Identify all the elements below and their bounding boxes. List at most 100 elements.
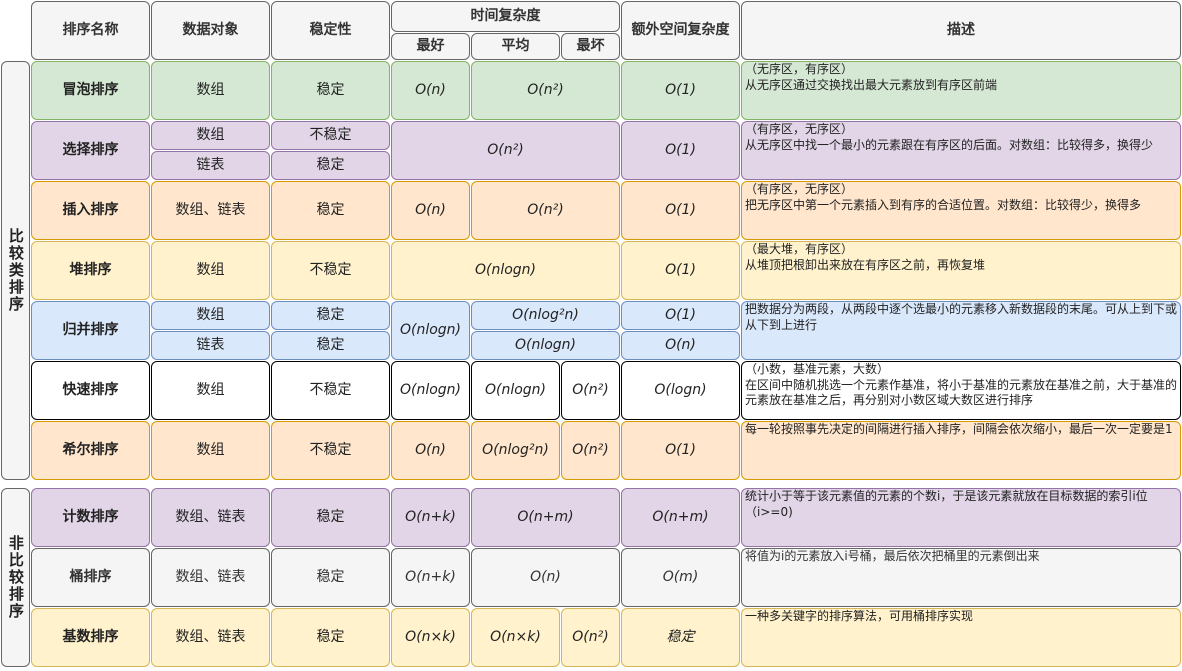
algorithm-name: 插入排序: [31, 181, 150, 240]
description: 每一轮按照事先决定的间隔进行插入排序，间隔会依次缩小，最后一次一定要是1: [741, 421, 1181, 480]
space-complexity: O(n+m): [621, 488, 740, 547]
description-line: （小数，基准元素，大数）: [745, 362, 890, 376]
description: 把数据分为两段，从两段中逐个选最小的元素移入新数据段的末尾。可从上到下或从下到上…: [741, 301, 1181, 360]
algorithm-name: 桶排序: [31, 548, 150, 607]
stability: 不稳定: [271, 421, 390, 480]
group-non-comparison: 非比较排序: [1, 488, 30, 667]
description: 统计小于等于该元素值的元素的个数i，于是该元素就放在目标数据的索引i位（i>=0…: [741, 488, 1181, 547]
data-object: 数组、链表: [151, 548, 270, 607]
best-complexity: O(n+k): [391, 488, 470, 547]
space-complexity: O(n): [621, 331, 740, 360]
best-complexity: O(nlogn): [391, 301, 470, 360]
best-complexity: O(n): [391, 421, 470, 480]
best-complexity: O(nlogn): [391, 361, 470, 420]
description: （有序区，无序区） 把无序区中第一个元素插入到有序的合适位置。对数组：比较得少，换…: [741, 181, 1181, 240]
stability: 不稳定: [271, 241, 390, 300]
description-line: 在区间中随机挑选一个元素作基准，将小于基准的元素放在基准之前，大于基准的元素放在…: [745, 377, 1178, 408]
stability: 不稳定: [271, 121, 390, 150]
data-object: 数组: [151, 61, 270, 120]
data-object: 数组: [151, 301, 270, 330]
avg-worst-complexity: O(n²): [471, 181, 620, 240]
space-complexity: 稳定: [621, 608, 740, 667]
algorithm-name: 选择排序: [31, 121, 150, 180]
stability: 稳定: [271, 301, 390, 330]
space-complexity: O(1): [621, 421, 740, 480]
header-worst: 最坏: [561, 33, 620, 60]
best-complexity: O(n×k): [391, 608, 470, 667]
data-object: 链表: [151, 151, 270, 180]
description: （最大堆，有序区） 从堆顶把根卸出来放在有序区之前，再恢复堆: [741, 241, 1181, 300]
description: （小数，基准元素，大数） 在区间中随机挑选一个元素作基准，将小于基准的元素放在基准…: [741, 361, 1181, 420]
avg-worst-complexity: O(n²): [471, 61, 620, 120]
description-line: （有序区，无序区）: [745, 182, 854, 196]
avg-complexity: O(nlog²n): [471, 421, 560, 480]
stability: 稳定: [271, 488, 390, 547]
data-object: 数组: [151, 121, 270, 150]
description-line: 把数据分为两段，从两段中逐个选最小的元素移入新数据段的末尾。可从上到下或从下到上…: [745, 302, 1178, 332]
stability: 稳定: [271, 608, 390, 667]
description-line: 每一轮按照事先决定的间隔进行插入排序，间隔会依次缩小，最后一次一定要是1: [745, 422, 1173, 436]
algorithm-name: 快速排序: [31, 361, 150, 420]
description-line: 从无序区中找一个最小的元素跟在有序区的后面。对数组：比较得多，换得少: [745, 137, 1154, 152]
header-space: 额外空间复杂度: [621, 1, 740, 60]
description-line: 统计小于等于该元素值的元素的个数i，于是该元素就放在目标数据的索引i位（i>=0…: [745, 489, 1148, 519]
best-complexity: O(n+k): [391, 548, 470, 607]
avg-worst-complexity: O(nlog²n): [471, 301, 620, 330]
header-name: 排序名称: [31, 1, 150, 60]
stability: 稳定: [271, 61, 390, 120]
worst-complexity: O(n²): [561, 361, 620, 420]
header-best: 最好: [391, 33, 470, 60]
description: 一种多关键字的排序算法，可用桶排序实现: [741, 608, 1181, 667]
header-avg: 平均: [471, 33, 560, 60]
header-desc: 描述: [741, 1, 1181, 60]
group-comparison: 比较类排序: [1, 61, 30, 480]
stability: 稳定: [271, 331, 390, 360]
algorithm-name: 基数排序: [31, 608, 150, 667]
avg-worst-complexity: O(nlogn): [471, 331, 620, 360]
description-line: （无序区，有序区）: [745, 62, 854, 76]
algorithm-name: 希尔排序: [31, 421, 150, 480]
time-complexity: O(n²): [391, 121, 620, 180]
description-line: （有序区，无序区）: [745, 122, 854, 136]
header-time: 时间复杂度: [391, 1, 620, 32]
stability: 稳定: [271, 151, 390, 180]
algorithm-name: 计数排序: [31, 488, 150, 547]
stability: 稳定: [271, 181, 390, 240]
stability: 不稳定: [271, 361, 390, 420]
space-complexity: O(logn): [621, 361, 740, 420]
data-object: 链表: [151, 331, 270, 360]
best-complexity: O(n): [391, 181, 470, 240]
data-object: 数组: [151, 241, 270, 300]
algorithm-name: 归并排序: [31, 301, 150, 360]
stability: 稳定: [271, 548, 390, 607]
worst-complexity: O(n²): [561, 608, 620, 667]
data-object: 数组、链表: [151, 488, 270, 547]
description-line: 一种多关键字的排序算法，可用桶排序实现: [745, 609, 974, 623]
space-complexity: O(m): [621, 548, 740, 607]
avg-worst-complexity: O(n): [471, 548, 620, 607]
header-stability: 稳定性: [271, 1, 390, 60]
space-complexity: O(1): [621, 241, 740, 300]
header-data: 数据对象: [151, 1, 270, 60]
description-line: （最大堆，有序区）: [745, 242, 854, 256]
description: 将值为i的元素放入i号桶，最后依次把桶里的元素倒出来: [741, 548, 1181, 607]
time-complexity: O(nlogn): [391, 241, 620, 300]
space-complexity: O(1): [621, 61, 740, 120]
avg-complexity: O(nlogn): [471, 361, 560, 420]
avg-worst-complexity: O(n+m): [471, 488, 620, 547]
description: （无序区，有序区） 从无序区通过交换找出最大元素放到有序区前端: [741, 61, 1181, 120]
algorithm-name: 冒泡排序: [31, 61, 150, 120]
data-object: 数组、链表: [151, 181, 270, 240]
data-object: 数组: [151, 421, 270, 480]
avg-complexity: O(n×k): [471, 608, 560, 667]
algorithm-name: 堆排序: [31, 241, 150, 300]
description: （有序区，无序区） 从无序区中找一个最小的元素跟在有序区的后面。对数组：比较得多，…: [741, 121, 1181, 180]
description-line: 从堆顶把根卸出来放在有序区之前，再恢复堆: [745, 257, 986, 272]
space-complexity: O(1): [621, 301, 740, 330]
data-object: 数组: [151, 361, 270, 420]
worst-complexity: O(n²): [561, 421, 620, 480]
best-complexity: O(n): [391, 61, 470, 120]
description-line: 把无序区中第一个元素插入到有序的合适位置。对数组：比较得少，换得多: [745, 197, 1142, 212]
space-complexity: O(1): [621, 181, 740, 240]
description-line: 从无序区通过交换找出最大元素放到有序区前端: [745, 77, 998, 92]
